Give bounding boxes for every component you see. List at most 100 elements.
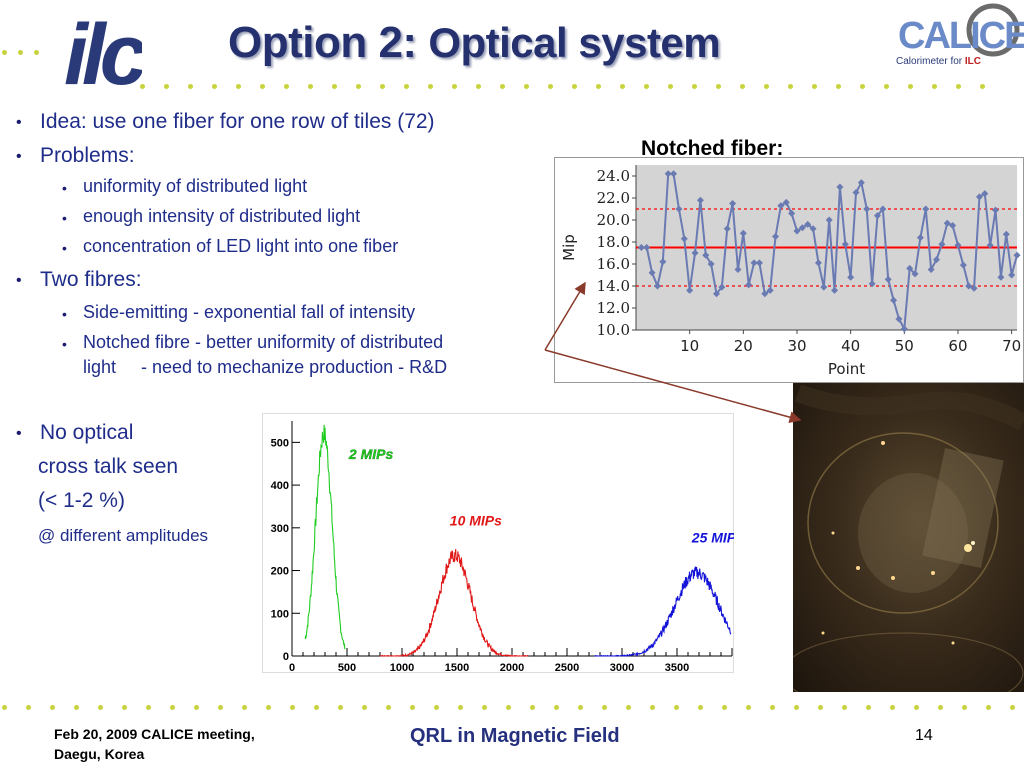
- mip-point: [653, 282, 661, 290]
- mip-point: [664, 170, 672, 178]
- y-tick-label: 14.0: [597, 277, 630, 295]
- mip-point: [755, 259, 763, 267]
- y-tick-label: 20.0: [597, 211, 630, 229]
- y-tick-label: 12.0: [597, 299, 630, 317]
- slide-title: Option 2: Optical system: [228, 18, 721, 68]
- subbullet-side-emitting: Side-emitting - exponential fall of inte…: [83, 302, 416, 322]
- hist-y-tick-label: 200: [271, 566, 289, 578]
- mip-point: [954, 241, 962, 249]
- mip-point: [863, 205, 871, 213]
- mip-point: [675, 205, 683, 213]
- hist-x-tick-label: 1500: [445, 662, 469, 673]
- mip-point: [890, 296, 898, 304]
- y-tick-label: 24.0: [597, 167, 630, 185]
- mip-point: [852, 189, 860, 196]
- mip-point: [922, 205, 930, 213]
- subbullet-intensity: enough intensity of distributed light: [83, 206, 361, 226]
- mip-point: [997, 273, 1005, 281]
- mip-point: [916, 234, 924, 242]
- mip-point: [643, 244, 651, 251]
- series-label: 25 MIPs: [691, 530, 734, 546]
- svg-text:ilc: ilc: [64, 7, 142, 90]
- mip-point: [992, 206, 1000, 214]
- y-tick-label: 16.0: [597, 255, 630, 273]
- mip-point: [831, 286, 839, 294]
- histogram-series-2: [594, 566, 732, 658]
- mip-point: [659, 258, 667, 266]
- mip-point: [841, 240, 849, 248]
- mip-point: [745, 281, 753, 289]
- bullet-problems: Problems:: [40, 144, 135, 167]
- mip-point: [696, 196, 704, 204]
- mip-point: [933, 256, 941, 264]
- mip-point: [761, 290, 769, 298]
- mip-point: [981, 190, 989, 198]
- mip-point: [750, 259, 758, 267]
- mip-point: [723, 225, 731, 233]
- footer-line1: Feb 20, 2009 CALICE meeting,: [54, 726, 255, 742]
- mip-point: [975, 193, 983, 201]
- mip-point: [1002, 230, 1010, 238]
- notched-fiber-label: Notched fiber:: [641, 137, 784, 160]
- mip-point: [1013, 251, 1021, 259]
- ilc-logo: ilc: [64, 7, 142, 90]
- mip-point: [648, 269, 656, 277]
- page-number: 14: [915, 727, 933, 744]
- mip-point: [820, 283, 828, 291]
- bullet-no-optical: No optical: [40, 421, 134, 444]
- hist-y-tick-label: 500: [271, 437, 289, 449]
- hist-x-tick-label: 0: [289, 662, 295, 673]
- title-part2: Optical system: [428, 19, 721, 66]
- mip-point: [804, 220, 812, 228]
- bullet-percentage: (< 1-2 %): [38, 489, 125, 512]
- bullet-idea: Idea: use one fiber for one row of tiles…: [40, 110, 435, 133]
- mip-point: [1008, 271, 1016, 279]
- hist-x-tick-label: 2000: [500, 662, 524, 673]
- mip-point: [788, 209, 796, 217]
- mip-point: [873, 212, 881, 220]
- mip-point: [868, 280, 876, 288]
- mip-point: [825, 216, 833, 224]
- y-tick-label: 22.0: [597, 189, 630, 207]
- subbullet-notched-cont: light - need to mechanize production - R…: [83, 357, 448, 377]
- fiber-photo: [793, 383, 1024, 692]
- mip-point: [857, 179, 865, 187]
- mip-point: [782, 198, 790, 206]
- mip-point: [879, 205, 887, 213]
- subbullet-notched: Notched fibre - better uniformity of dis…: [83, 332, 444, 352]
- mip-point: [637, 244, 645, 251]
- mip-point: [986, 241, 994, 249]
- mip-point: [793, 227, 801, 235]
- mip-point: [777, 202, 785, 210]
- subbullet-concentration: concentration of LED light into one fibe…: [83, 236, 399, 256]
- hist-x-tick-label: 3500: [665, 662, 689, 673]
- mip-point: [959, 261, 967, 269]
- hist-y-tick-label: 100: [271, 608, 289, 620]
- bullet-two-fibres: Two fibres:: [40, 268, 142, 291]
- y-tick-label: 10.0: [597, 321, 630, 339]
- mip-point: [798, 224, 806, 232]
- hist-x-tick-label: 3000: [610, 662, 634, 673]
- mip-point: [670, 170, 678, 178]
- x-tick-label: 30: [787, 337, 806, 355]
- mip-point: [686, 286, 694, 294]
- bottom-dotted-divider: [0, 705, 1024, 713]
- hist-x-tick-label: 1000: [390, 662, 414, 673]
- histogram-series-0: [304, 424, 346, 650]
- mip-point: [734, 266, 742, 273]
- mip-point: [906, 264, 914, 272]
- top-dotted-divider: [0, 84, 1024, 92]
- mip-point: [836, 183, 844, 191]
- bullet-amplitudes: @ different amplitudes: [38, 526, 209, 545]
- mip-point: [911, 270, 919, 278]
- mip-point: [739, 229, 747, 237]
- mip-point: [680, 235, 688, 243]
- hist-x-tick-label: 500: [338, 662, 356, 673]
- x-tick-label: 20: [734, 337, 753, 355]
- hist-y-tick-label: 300: [271, 523, 289, 535]
- hist-y-tick-label: 400: [271, 480, 289, 492]
- mip-point: [809, 225, 817, 233]
- hist-y-tick-label: 0: [283, 651, 289, 663]
- svg-text:CALICE: CALICE: [898, 15, 1024, 57]
- mip-point: [814, 259, 822, 267]
